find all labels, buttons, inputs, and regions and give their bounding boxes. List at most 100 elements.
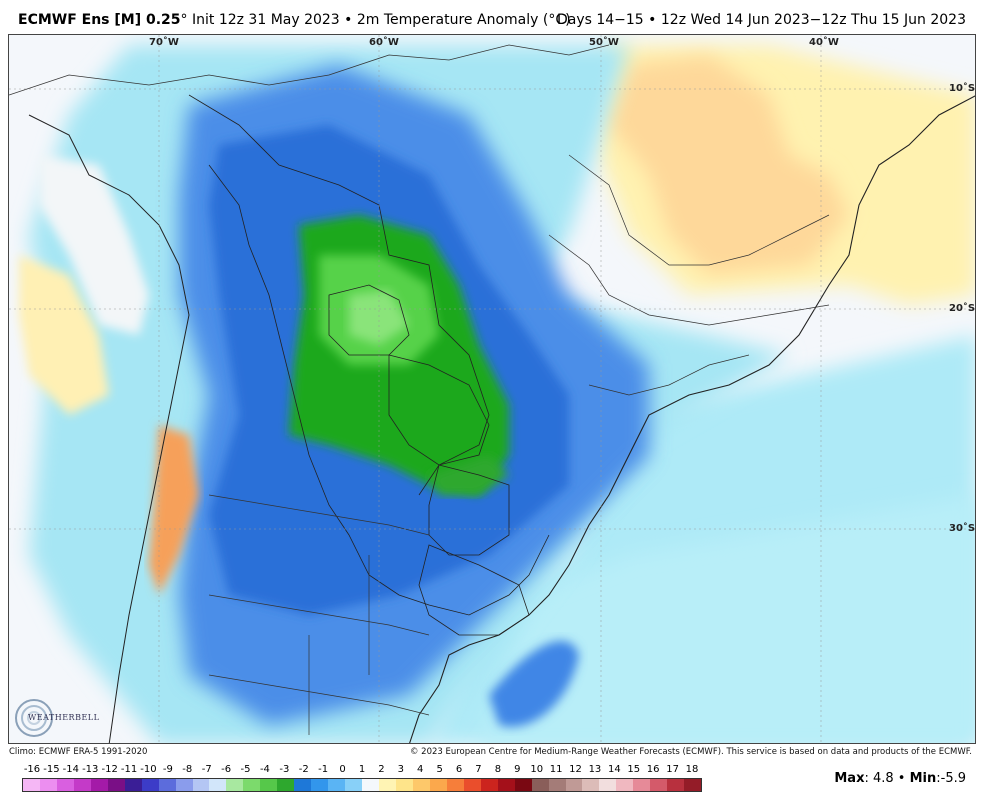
colorbar-tick-label: 14 xyxy=(607,764,621,775)
header: ECMWF Ens [M] 0.25° Init 12z 31 May 2023… xyxy=(0,0,984,34)
colorbar-tick-label: 2 xyxy=(378,764,385,775)
copyright-note: © 2023 European Centre for Medium-Range … xyxy=(409,747,972,757)
colorbar-swatch xyxy=(599,779,617,791)
colorbar-tick-label: -4 xyxy=(259,764,270,775)
colorbar-tick-label: 11 xyxy=(549,764,563,775)
anomaly-map xyxy=(9,35,975,743)
colorbar-tick-label: -1 xyxy=(318,764,329,775)
colorbar-tick-label: -10 xyxy=(140,764,157,775)
colorbar-swatch xyxy=(73,779,91,791)
colorbar-tick-label: 4 xyxy=(417,764,424,775)
colorbar-swatch xyxy=(548,779,566,791)
init-info: Init 12z 31 May 2023 • 2m Temperature An… xyxy=(187,12,571,28)
lat-label-10s: 10˚S xyxy=(949,83,976,94)
colorbar-swatch xyxy=(379,779,396,791)
colorbar-swatch xyxy=(192,779,210,791)
colorbar-tick-label: 12 xyxy=(569,764,582,775)
map-title: ECMWF Ens [M] 0.25° Init 12z 31 May 2023… xyxy=(18,12,571,28)
colorbar-swatch xyxy=(650,779,668,791)
lon-label-50w: 50˚W xyxy=(589,37,619,48)
colorbar-swatch xyxy=(616,779,634,791)
lon-label-70w: 70˚W xyxy=(149,37,179,48)
colorbar-tick-label: -16 xyxy=(23,764,41,775)
colorbar-swatch xyxy=(277,779,295,791)
offshore-cold-patch xyxy=(489,640,579,727)
colorbar-tick-label: 15 xyxy=(627,764,641,775)
colorbar-tick-label: 16 xyxy=(646,764,660,775)
colorbar-tick-label: -5 xyxy=(240,764,251,775)
colorbar-ticks: -16 -15 -14 -13 -12 -11 -10 -9 -8 -7 -6 -5 -4 -3 -2 -1 0… xyxy=(22,764,702,776)
colorbar-swatch xyxy=(531,779,549,791)
lon-label-60w: 60˚W xyxy=(369,37,399,48)
degree-mark: ° xyxy=(180,12,188,28)
colorbar-swatch xyxy=(124,779,142,791)
colorbar-swatch xyxy=(412,779,430,791)
colorbar-tick-label: -8 xyxy=(182,764,193,775)
map-panel[interactable]: 70˚W 60˚W 50˚W 40˚W 10˚S 20˚S 30˚S xyxy=(8,34,976,744)
andes-warm-streak xyxy=(149,425,199,595)
colorbar-swatch xyxy=(497,779,515,791)
weatherbell-logo-icon xyxy=(15,699,53,737)
colorbar-tick-label: 13 xyxy=(588,764,602,775)
colorbar-swatch xyxy=(39,779,57,791)
colorbar-swatch xyxy=(243,779,261,791)
colorbar-swatch xyxy=(345,779,363,791)
colorbar-swatch xyxy=(480,779,498,791)
pacific-coastline xyxy=(28,114,190,743)
colorbar-tick-label: 9 xyxy=(514,764,521,775)
colorbar-swatch xyxy=(463,779,481,791)
colorbar-swatch xyxy=(667,779,685,791)
colorbar-swatch xyxy=(446,779,464,791)
colorbar-swatch xyxy=(362,779,380,791)
colorbar-tick-label: 3 xyxy=(397,764,404,775)
colorbar-tick-label: 1 xyxy=(358,764,366,775)
colorbar-tick-label: -13 xyxy=(82,764,99,775)
colorbar-tick-label: 8 xyxy=(494,764,502,775)
colorbar-tick-label: -14 xyxy=(62,764,79,775)
colorbar-swatch xyxy=(158,779,176,791)
logo-text: WEATHERBELL xyxy=(28,713,100,722)
colorbar-swatch xyxy=(294,779,312,791)
valid-time: Days 14−15 • 12z Wed 14 Jun 2023−12z Thu… xyxy=(556,12,966,28)
colorbar-swatch xyxy=(260,779,278,791)
lat-label-20s: 20˚S xyxy=(949,303,976,314)
colorbar-tick-label: 17 xyxy=(666,764,679,775)
colorbar-tick-label: 7 xyxy=(475,764,482,775)
min-label: Min xyxy=(909,771,937,786)
lat-label-30s: 30˚S xyxy=(949,523,976,534)
colorbar-tick-label: -9 xyxy=(162,764,173,775)
colorbar-swatch xyxy=(90,779,108,791)
colorbar-tick-label: -11 xyxy=(120,764,138,775)
colorbar-tick-label: 6 xyxy=(455,764,463,775)
colorbar xyxy=(22,778,702,792)
colorbar-swatch xyxy=(395,779,413,791)
colorbar-swatch xyxy=(311,779,329,791)
colorbar-tick-label: -3 xyxy=(279,764,290,775)
colorbar-swatch xyxy=(23,779,40,791)
colorbar-swatch xyxy=(107,779,125,791)
colorbar-swatch xyxy=(226,779,244,791)
colorbar-tick-label: -7 xyxy=(201,764,212,775)
colorbar-swatch xyxy=(175,779,193,791)
colorbar-tick-label: -15 xyxy=(43,764,60,775)
climo-note: Climo: ECMWF ERA-5 1991-2020 xyxy=(9,747,148,757)
max-min-stats: Max: 4.8 • Min:-5.9 xyxy=(834,771,966,786)
colorbar-tick-label: -2 xyxy=(298,764,309,775)
colorbar-tick-label: 10 xyxy=(530,764,544,775)
colorbar-tick-label: -12 xyxy=(101,764,118,775)
colorbar-swatch xyxy=(429,779,447,791)
colorbar-tick-label: 0 xyxy=(339,764,346,775)
lon-label-40w: 40˚W xyxy=(809,37,839,48)
colorbar-swatch xyxy=(565,779,583,791)
max-value: : 4.8 xyxy=(864,771,894,786)
colorbar-swatch xyxy=(328,779,346,791)
colorbar-tick-label: 5 xyxy=(436,764,443,775)
atlantic-coastline xyxy=(409,95,975,743)
stats-separator: • xyxy=(893,771,910,786)
colorbar-swatch xyxy=(582,779,600,791)
colorbar-swatch xyxy=(514,779,532,791)
min-value: :-5.9 xyxy=(936,771,966,786)
colorbar-swatch xyxy=(56,779,74,791)
colorbar-tick-label: 18 xyxy=(685,764,699,775)
colorbar-swatch xyxy=(633,779,651,791)
